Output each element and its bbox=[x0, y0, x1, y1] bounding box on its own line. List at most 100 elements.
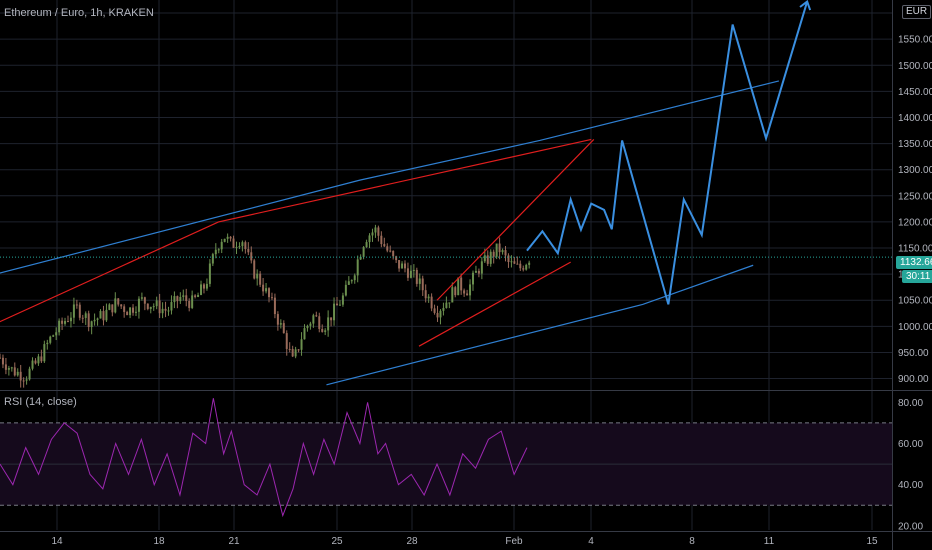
candle-body bbox=[81, 317, 84, 319]
candle-body bbox=[256, 273, 259, 279]
candle-body bbox=[229, 236, 232, 239]
time-tick-label: 8 bbox=[689, 536, 695, 547]
red-wedge-line bbox=[0, 138, 592, 323]
price-tick-label: 1300.00 bbox=[898, 165, 932, 176]
candle-body bbox=[448, 302, 451, 304]
candle-body bbox=[285, 333, 288, 349]
candle-body bbox=[214, 249, 217, 255]
candle-body bbox=[495, 243, 498, 257]
price-tick-label: 1500.00 bbox=[898, 61, 932, 72]
candle-body bbox=[176, 296, 179, 302]
candle-body bbox=[16, 371, 19, 376]
candle-body bbox=[185, 295, 188, 302]
candle-body bbox=[114, 298, 117, 313]
price-tick-label: 1250.00 bbox=[898, 191, 932, 202]
time-tick-label: 18 bbox=[153, 536, 165, 547]
candle-body bbox=[486, 255, 489, 264]
candle-body bbox=[66, 321, 69, 323]
candle-body bbox=[259, 273, 262, 285]
candle-body bbox=[492, 251, 495, 257]
rsi-tick-label: 60.00 bbox=[898, 439, 923, 450]
candle-body bbox=[244, 242, 247, 250]
candle-body bbox=[253, 260, 256, 279]
candle-body bbox=[93, 319, 96, 322]
candle-body bbox=[445, 302, 448, 308]
candle-body bbox=[327, 317, 330, 331]
candle-body bbox=[265, 288, 268, 292]
time-tick-label: 15 bbox=[866, 536, 878, 547]
candle-body bbox=[31, 360, 34, 369]
candle-body bbox=[403, 263, 406, 269]
candle-body bbox=[217, 249, 220, 251]
candle-body bbox=[164, 308, 167, 311]
candle-body bbox=[102, 311, 105, 321]
candle-body bbox=[350, 280, 353, 282]
candle-body bbox=[226, 236, 229, 239]
candle-body bbox=[19, 371, 22, 381]
candle-body bbox=[37, 356, 40, 364]
candle-body bbox=[415, 269, 418, 284]
last-price-badge: 1132.66 bbox=[896, 256, 932, 269]
candle-body bbox=[421, 278, 424, 291]
candle-body bbox=[282, 323, 285, 334]
projection-arrowhead bbox=[799, 0, 812, 11]
candle-body bbox=[507, 255, 510, 263]
candle-body bbox=[424, 290, 427, 299]
candle-body bbox=[43, 344, 46, 362]
candle-body bbox=[418, 278, 421, 284]
candle-body bbox=[306, 325, 309, 329]
candle-body bbox=[170, 302, 173, 311]
candle-body bbox=[528, 262, 531, 265]
rsi-line bbox=[0, 398, 528, 518]
candle-body bbox=[392, 250, 395, 257]
candle-body bbox=[52, 335, 55, 337]
candle-body bbox=[140, 297, 143, 299]
candle-body bbox=[123, 306, 126, 312]
candle-body bbox=[179, 296, 182, 302]
candle-body bbox=[111, 304, 114, 313]
candle-body bbox=[223, 238, 226, 242]
candle-body bbox=[99, 311, 102, 319]
candle-body bbox=[149, 306, 152, 309]
candle-body bbox=[96, 318, 99, 320]
time-tick-label: Feb bbox=[505, 536, 523, 547]
candle-body bbox=[188, 301, 191, 308]
candle-body bbox=[238, 246, 241, 248]
candle-body bbox=[471, 272, 474, 285]
candle-body bbox=[525, 264, 528, 270]
candle-body bbox=[55, 332, 58, 336]
candle-body bbox=[205, 283, 208, 289]
candle-body bbox=[182, 295, 185, 297]
candle-body bbox=[108, 304, 111, 310]
candle-body bbox=[69, 317, 72, 322]
candle-body bbox=[510, 261, 513, 263]
candle-body bbox=[241, 242, 244, 247]
candle-body bbox=[430, 296, 433, 309]
candle-body bbox=[463, 290, 466, 294]
candle-body bbox=[191, 295, 194, 308]
candle-body bbox=[61, 320, 64, 324]
candle-body bbox=[58, 320, 61, 333]
candle-body bbox=[247, 249, 250, 253]
candle-body bbox=[365, 242, 368, 248]
candle-body bbox=[380, 235, 383, 245]
price-tick-label: 1350.00 bbox=[898, 139, 932, 150]
candle-body bbox=[0, 357, 1, 359]
candle-body bbox=[362, 247, 365, 257]
candle-body bbox=[262, 284, 265, 292]
candle-body bbox=[134, 311, 137, 313]
candle-body bbox=[105, 309, 108, 321]
candle-body bbox=[270, 297, 273, 299]
candle-body bbox=[40, 356, 43, 362]
projection-path bbox=[526, 1, 809, 305]
candle-body bbox=[1, 357, 4, 365]
candle-body bbox=[235, 246, 238, 248]
candle-body bbox=[371, 232, 374, 236]
currency-badge[interactable]: EUR bbox=[902, 5, 932, 19]
time-tick-label: 14 bbox=[51, 536, 63, 547]
candle-body bbox=[155, 300, 158, 307]
candle-body bbox=[173, 296, 176, 303]
candle-body bbox=[211, 254, 214, 264]
